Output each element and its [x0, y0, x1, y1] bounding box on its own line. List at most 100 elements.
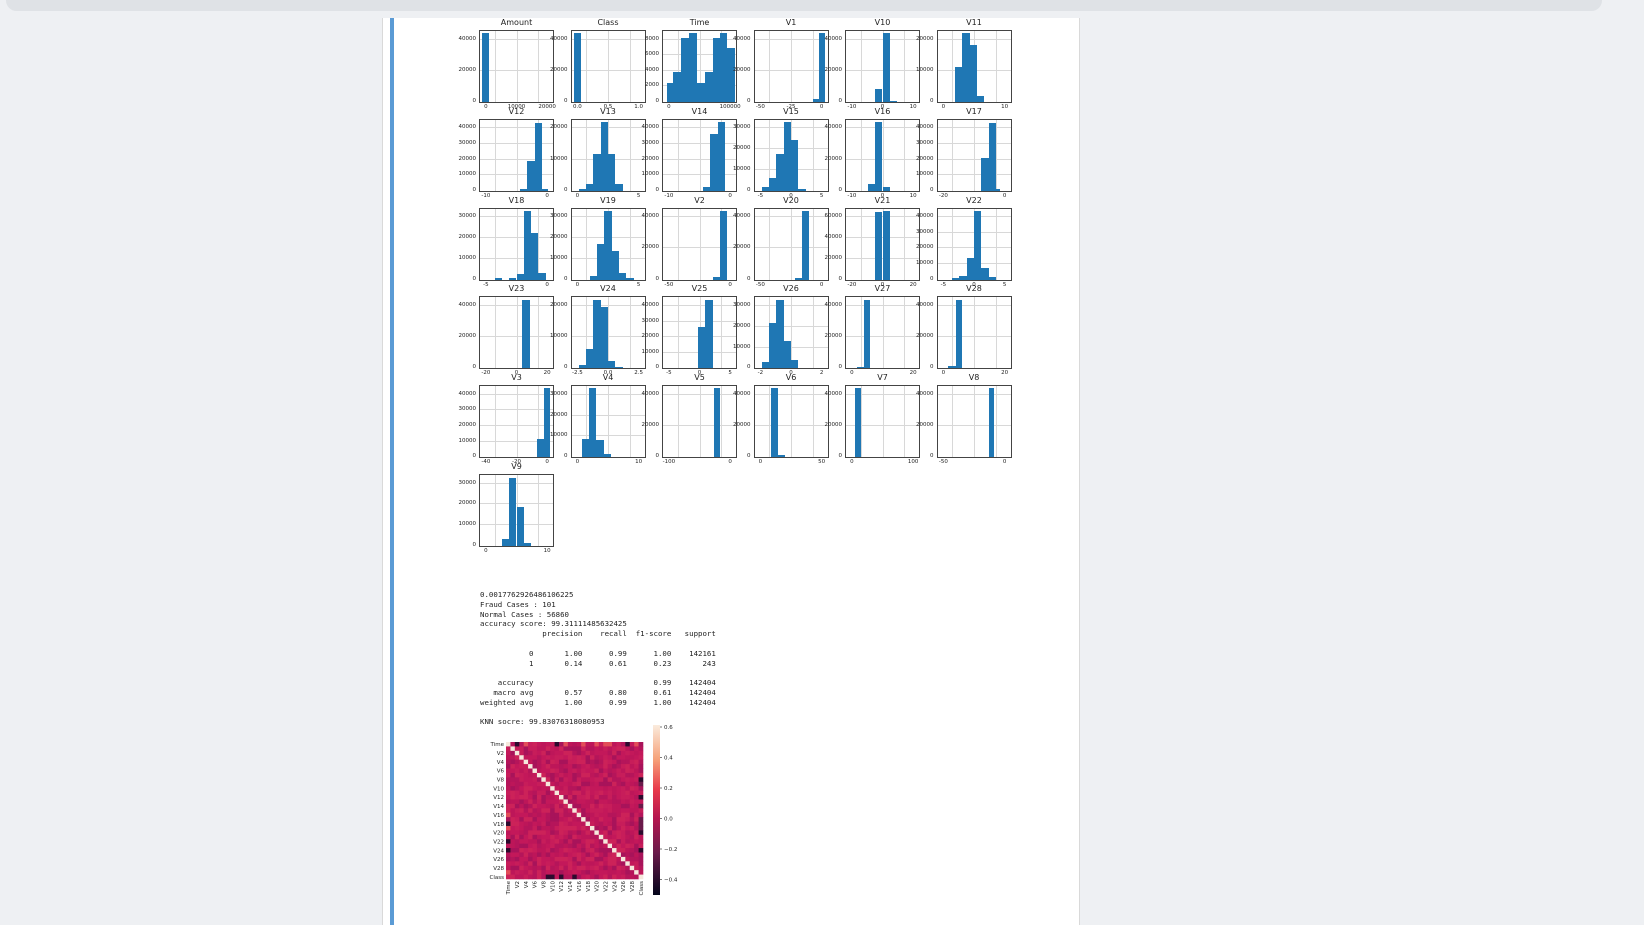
- heatmap-cell: [585, 848, 591, 853]
- heatmap-cell: [603, 812, 608, 818]
- heatmap-cell: [563, 874, 569, 880]
- heatmap-cell: [634, 786, 639, 791]
- heatmap-cell: [572, 817, 578, 822]
- y-tick-label: 0: [838, 275, 843, 282]
- heatmap-cell: [589, 834, 595, 840]
- heatmap-cell: [572, 852, 578, 858]
- grid-line: [586, 31, 588, 102]
- histogram-bar: [776, 153, 784, 191]
- grid-line: [754, 69, 828, 71]
- grid-line: [663, 424, 736, 426]
- heatmap-cell: [536, 799, 542, 805]
- x-tick-label: 10: [635, 459, 643, 466]
- heatmap-cell: [554, 808, 560, 814]
- histogram-bar: [615, 184, 623, 191]
- histogram-bar: [769, 322, 777, 369]
- heatmap-cell: [616, 821, 622, 827]
- heatmap-cell: [594, 786, 600, 791]
- heatmap-cell: [616, 781, 622, 787]
- heatmap-cell: [559, 795, 564, 800]
- heatmap-cell: [572, 746, 578, 752]
- heatmap-cell: [629, 777, 635, 783]
- heatmap-cell: [519, 856, 524, 862]
- heatmap-cell: [510, 786, 516, 791]
- heatmap-cell: [589, 781, 595, 787]
- heatmap-cell: [506, 742, 511, 747]
- histogram-bar: [727, 48, 735, 102]
- histogram-axes: [845, 296, 920, 370]
- y-tick-label: 20000: [550, 233, 568, 240]
- histogram-bar: [966, 258, 974, 280]
- grid-line: [812, 208, 814, 280]
- x-tick-label: 1.0: [634, 104, 644, 110]
- x-tick-label: -50: [664, 281, 674, 288]
- grid-line: [538, 475, 540, 546]
- heatmap-cell: [523, 786, 529, 791]
- heatmap-cell: [603, 808, 608, 814]
- histogram-bar: [719, 210, 728, 280]
- heatmap-cell: [625, 874, 631, 880]
- histogram-axes: [662, 385, 737, 459]
- heatmap-cell: [532, 870, 538, 875]
- histogram-bar: [494, 278, 502, 280]
- grid-line: [538, 208, 540, 280]
- histogram-title: V12: [508, 106, 525, 116]
- heatmap-cell: [607, 848, 613, 853]
- address-bar[interactable]: [6, 0, 1602, 11]
- histogram-title: V3: [511, 373, 522, 383]
- histogram-axes: [662, 207, 737, 281]
- heatmap-cell: [576, 874, 582, 880]
- heatmap-cell: [634, 795, 639, 800]
- x-tick-label: 0.5: [603, 104, 613, 110]
- histogram-v12: V12 40000 30000 20000 10000 0 -10 0: [459, 106, 555, 199]
- heatmap-cell: [567, 848, 573, 853]
- heatmap-cell: [620, 799, 626, 805]
- histogram-bar: [589, 388, 597, 458]
- heatmap-cell: [607, 870, 613, 875]
- heatmap-cell: [616, 808, 622, 814]
- heatmap-cell: [576, 742, 582, 747]
- histogram-bar: [955, 66, 963, 102]
- heatmap-cell: [532, 874, 538, 880]
- heatmap-cell: [598, 817, 604, 822]
- heatmap-cell: [567, 790, 573, 796]
- heatmap-cell: [581, 764, 586, 769]
- histogram-bar: [544, 388, 551, 458]
- heatmap-cell: [625, 843, 631, 849]
- heatmap-cell: [506, 865, 511, 871]
- heatmap-x-label: V2: [515, 881, 521, 888]
- heatmap-cell: [514, 772, 520, 778]
- heatmap-cell: [554, 817, 560, 822]
- heatmap-cell: [607, 764, 613, 769]
- heatmap-cell: [589, 772, 595, 778]
- heatmap-cell: [554, 834, 560, 840]
- heatmap-cell: [625, 865, 631, 871]
- heatmap-cell: [563, 772, 569, 778]
- y-tick-label: 0: [472, 453, 477, 460]
- heatmap-cell: [612, 830, 617, 836]
- heatmap-cell: [567, 768, 573, 774]
- heatmap-cell: [585, 817, 591, 822]
- histogram-bar: [509, 278, 517, 280]
- heatmap-cell: [585, 825, 591, 831]
- grid-line: [754, 127, 828, 129]
- heatmap-cell: [572, 856, 578, 862]
- heatmap-cell: [581, 865, 586, 871]
- histogram-axes: [570, 118, 646, 192]
- heatmap-cell: [514, 781, 520, 787]
- heatmap-cell: [514, 742, 520, 747]
- heatmap-cell: [514, 865, 520, 871]
- heatmap-cell: [523, 803, 529, 809]
- heatmap-cell: [528, 755, 533, 760]
- histogram-title: V23: [508, 284, 525, 294]
- grid-line: [721, 386, 723, 458]
- cell-selection-bar[interactable]: [390, 18, 394, 925]
- x-tick-label: 0: [941, 104, 946, 110]
- y-tick-label: 0: [838, 364, 843, 371]
- heatmap-cell: [589, 874, 595, 880]
- grid-line: [791, 297, 792, 369]
- histogram-v18: V18 30000 20000 10000 0 -5 0: [459, 196, 555, 288]
- heatmap-cell: [519, 803, 524, 809]
- heatmap-cell: [506, 874, 511, 880]
- histogram-bar: [812, 99, 819, 102]
